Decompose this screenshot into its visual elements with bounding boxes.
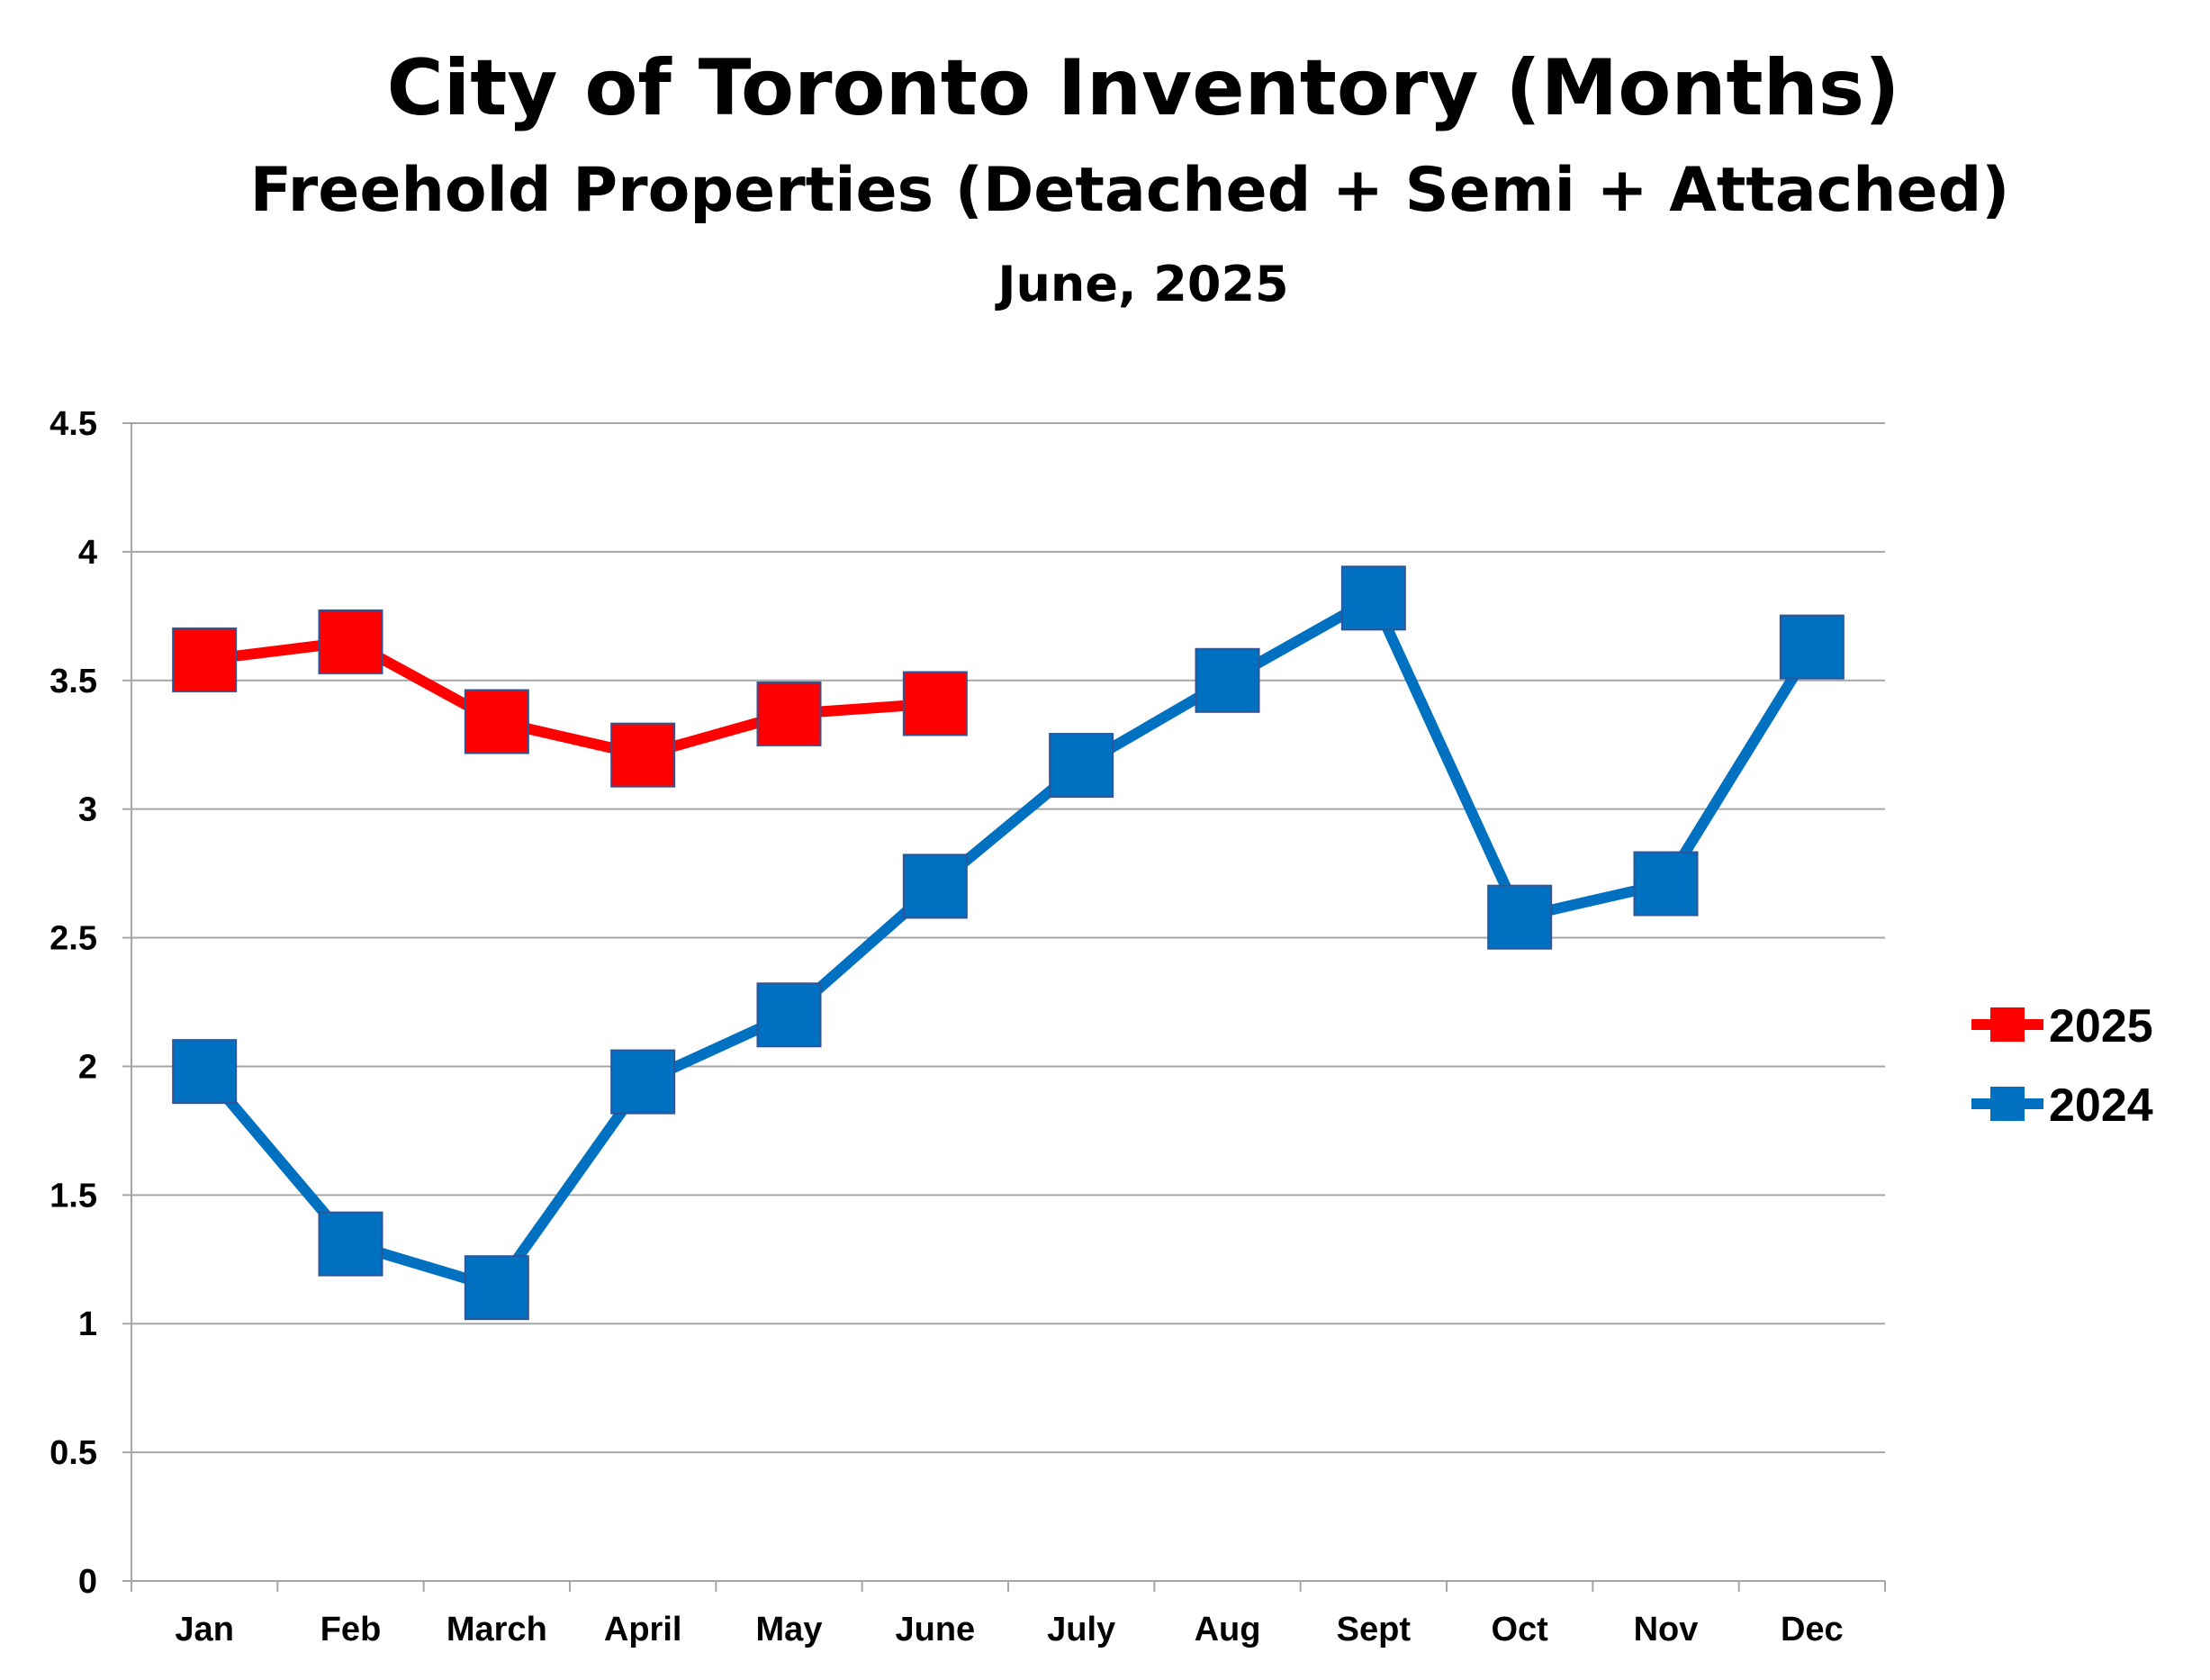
data-point-marker xyxy=(318,1211,383,1277)
x-tick-label: April xyxy=(604,1611,682,1648)
data-point-marker xyxy=(610,722,676,788)
data-point-marker xyxy=(1779,614,1845,680)
x-tick-label: Jan xyxy=(175,1611,233,1648)
y-tick-label: 4 xyxy=(78,534,97,572)
x-tick-labels: Jan Feb March April May June July Aug Sept Oct Nov… xyxy=(175,1611,1843,1648)
x-tick-label: Feb xyxy=(320,1611,382,1648)
y-tick-label: 4.5 xyxy=(50,405,97,443)
data-point-marker xyxy=(1340,565,1406,631)
series-2025 xyxy=(172,609,968,788)
y-tick-labels: 0 0.5 1 1.5 2 2.5 3 3.5 4 4.5 xyxy=(50,405,97,1601)
data-point-marker xyxy=(1633,851,1699,917)
y-tick-label: 2 xyxy=(78,1048,97,1086)
chart-title: City of Toronto Inventory (Months) xyxy=(386,43,1900,133)
legend-item: 2025 xyxy=(1971,1000,2153,1052)
series-line xyxy=(200,592,1817,1294)
chart-subtitle: Freehold Properties (Detached + Semi + A… xyxy=(249,155,2010,226)
legend-marker xyxy=(1990,1087,2025,1121)
series-2024 xyxy=(172,565,1845,1321)
series xyxy=(172,565,1845,1321)
data-point-marker xyxy=(172,627,238,692)
y-tick-label: 3.5 xyxy=(50,663,97,700)
x-tick-label: Aug xyxy=(1195,1611,1261,1648)
gridlines xyxy=(131,422,1885,1454)
data-point-marker xyxy=(756,681,822,746)
x-tick-label: July xyxy=(1047,1611,1115,1648)
data-point-marker xyxy=(172,1039,238,1105)
legend-label: 2025 xyxy=(2049,1000,2153,1052)
legend: 2025 2024 xyxy=(1971,1000,2153,1132)
x-tick-label: May xyxy=(756,1611,823,1648)
y-tick-label: 0.5 xyxy=(50,1434,97,1472)
x-tick-label: Oct xyxy=(1491,1611,1548,1648)
y-tick-label: 1 xyxy=(78,1305,97,1343)
legend-marker xyxy=(1990,1007,2025,1042)
y-tick-label: 1.5 xyxy=(50,1177,97,1215)
data-point-marker xyxy=(1195,647,1260,713)
x-tick-label: March xyxy=(447,1611,547,1648)
axes xyxy=(122,422,1886,1592)
data-point-marker xyxy=(1049,733,1114,799)
legend-item: 2024 xyxy=(1971,1079,2153,1132)
legend-label: 2024 xyxy=(2049,1079,2153,1132)
x-tick-label: June xyxy=(895,1611,975,1648)
data-point-marker xyxy=(902,854,968,919)
data-point-marker xyxy=(902,671,968,736)
data-point-marker xyxy=(756,982,822,1048)
y-tick-label: 3 xyxy=(78,791,97,829)
data-point-marker xyxy=(610,1049,676,1115)
x-tick-label: Nov xyxy=(1634,1611,1699,1648)
chart-date-label: June, 2025 xyxy=(997,256,1289,312)
y-tick-label: 2.5 xyxy=(50,920,97,958)
data-point-marker xyxy=(1487,884,1553,950)
data-point-marker xyxy=(464,1255,529,1321)
x-tick-label: Dec xyxy=(1781,1611,1844,1648)
x-tick-label: Sept xyxy=(1337,1611,1412,1648)
data-point-marker xyxy=(318,609,383,674)
data-point-marker xyxy=(464,689,529,754)
y-tick-label: 0 xyxy=(78,1563,97,1601)
series-line xyxy=(203,636,936,761)
